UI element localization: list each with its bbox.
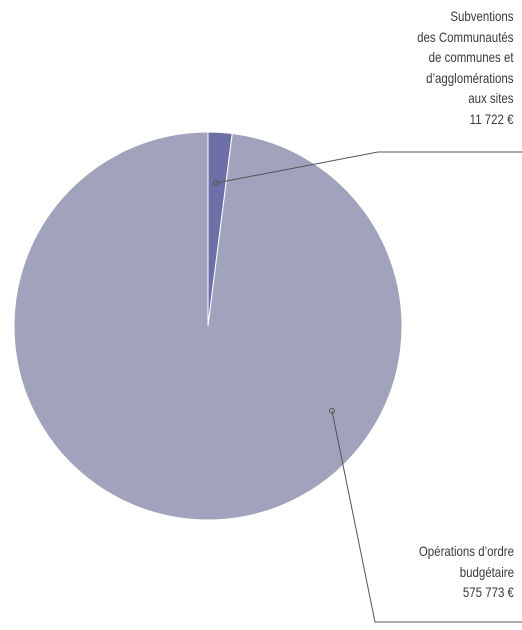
- value-label: 11 722 €: [470, 110, 514, 127]
- leader-line: [215, 151, 522, 184]
- leader-dot: [329, 408, 335, 414]
- leader-dot: [213, 180, 219, 186]
- slice-label: Subventions des Communautés de communes …: [418, 6, 514, 129]
- category-label: Subventions des Communautés de communes …: [417, 8, 514, 106]
- pie-slice: [13, 131, 403, 521]
- value-label: 575 773 €: [462, 584, 514, 600]
- category-label: Opérations d’ordre budgétaire: [418, 543, 514, 580]
- pie: [13, 131, 403, 521]
- slice-label: Opérations d’ordre budgétaire 575 773 €: [419, 541, 514, 603]
- leader-line: [331, 410, 522, 623]
